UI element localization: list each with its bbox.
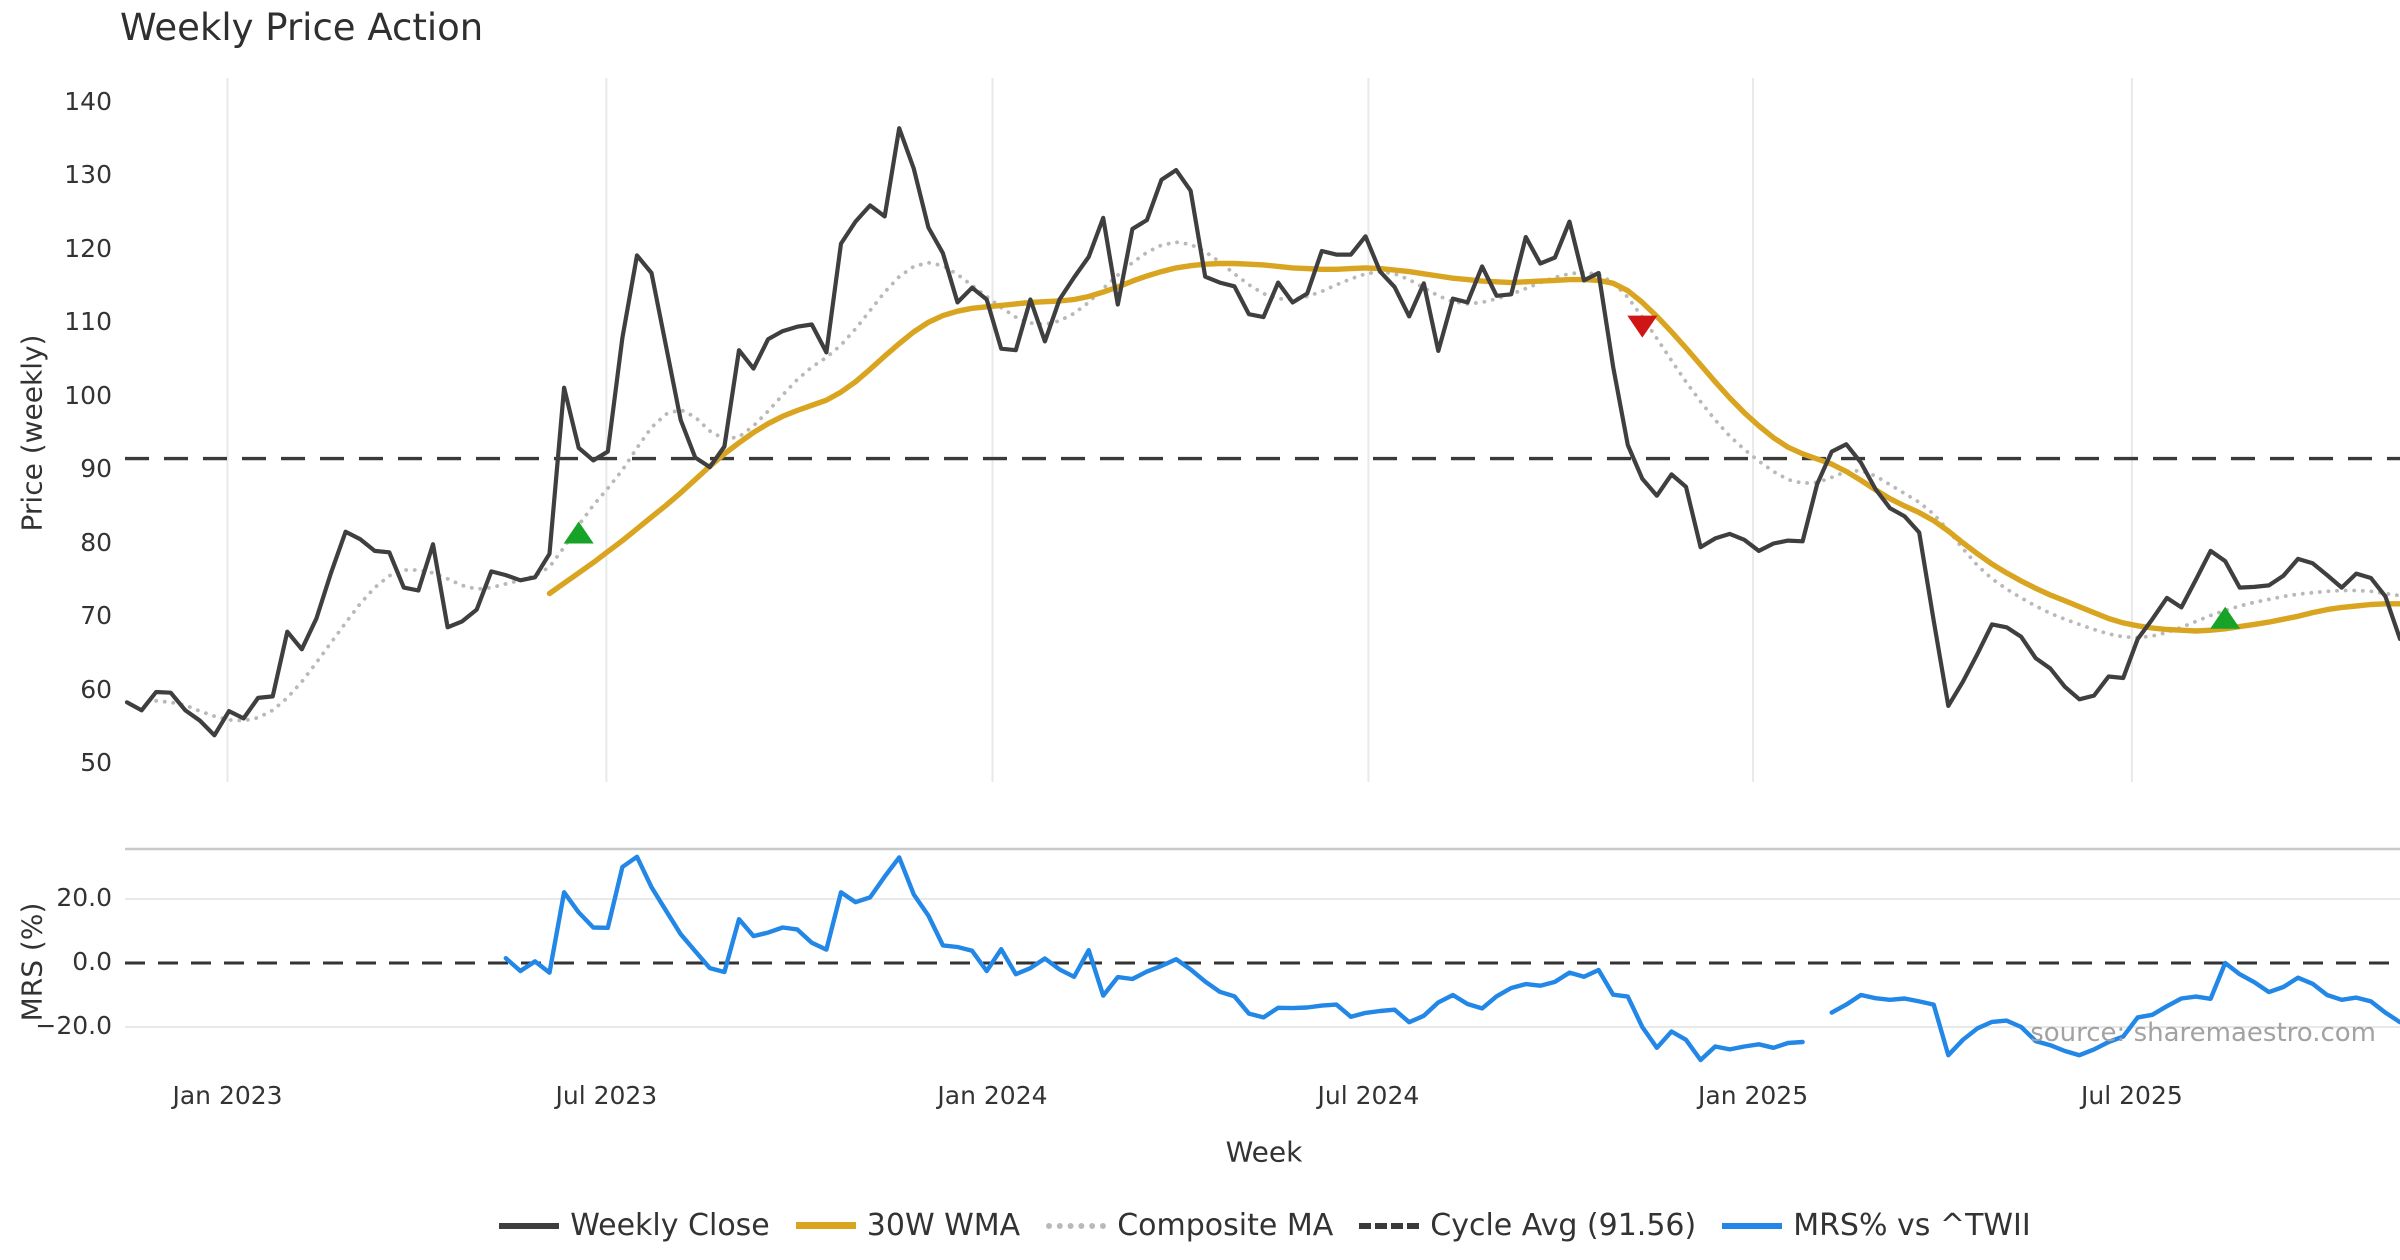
y-tick-label: 80 [80, 527, 112, 557]
price-axis-label: Price (weekly) [15, 334, 49, 532]
x-tick-label: Jul 2023 [555, 1081, 658, 1110]
page-title: Weekly Price Action [120, 6, 484, 49]
x-tick-label: Jul 2025 [2081, 1081, 2183, 1110]
buy-signal-marker [563, 521, 594, 544]
legend-item-composite-ma: Composite MA [1046, 1208, 1333, 1243]
legend-item-30w-wma: 30W WMA [795, 1208, 1021, 1243]
bottom-panel-gridlines [125, 847, 2400, 1028]
x-tick-label: Jan 2024 [937, 1081, 1048, 1110]
y-tick-label: 100 [64, 380, 112, 410]
buy-signal-marker [2210, 606, 2241, 629]
composite-ma-dotted-line-icon [1046, 1222, 1107, 1229]
wma-line-icon [795, 1222, 856, 1229]
legend-label: 30W WMA [866, 1208, 1021, 1243]
x-tick-label: Jan 2023 [172, 1081, 283, 1110]
y-tick-label: 60 [80, 674, 112, 704]
cycle-avg-dashed-line-icon [1359, 1222, 1420, 1229]
weekly-close-line-icon [499, 1222, 560, 1229]
y-tick-label: −20.0 [35, 1011, 112, 1040]
chart-legend: Weekly Close 30W WMA Composite MA Cycle … [130, 1208, 2400, 1243]
y-tick-label: 0.0 [72, 947, 112, 976]
y-tick-label: 20.0 [56, 883, 112, 912]
sell-signal-marker [1627, 315, 1658, 338]
legend-label: Weekly Close [570, 1208, 770, 1243]
legend-label: Cycle Avg (91.56) [1430, 1208, 1697, 1243]
y-tick-label: 140 [64, 86, 112, 116]
legend-label: Composite MA [1117, 1208, 1334, 1243]
y-tick-label: 110 [64, 307, 112, 336]
price-series-lines [124, 126, 2400, 738]
legend-item-mrs: MRS% vs ^TWII [1722, 1208, 2031, 1243]
signal-markers [563, 315, 2241, 629]
legend-label: MRS% vs ^TWII [1793, 1208, 2031, 1243]
x-tick-label: Jul 2024 [1317, 1081, 1420, 1110]
y-tick-label: 50 [80, 748, 112, 777]
legend-item-weekly-close: Weekly Close [499, 1208, 770, 1243]
mrs-line-icon [1722, 1222, 1783, 1229]
x-tick-label: Jan 2025 [1698, 1081, 1809, 1110]
y-tick-label: 120 [64, 233, 112, 263]
mrs-series-line [503, 854, 2400, 1063]
x-axis-label: Week [1225, 1135, 1303, 1169]
mrs-axis-label: MRS (%) [15, 902, 49, 1022]
source-credit: source: sharemaestro.com [2030, 1018, 2376, 1048]
y-tick-label: 90 [80, 454, 112, 483]
y-tick-label: 70 [80, 601, 112, 630]
legend-item-cycle-avg: Cycle Avg (91.56) [1359, 1208, 1696, 1243]
y-tick-label: 130 [64, 160, 112, 189]
top-panel-gridlines [226, 78, 2133, 782]
